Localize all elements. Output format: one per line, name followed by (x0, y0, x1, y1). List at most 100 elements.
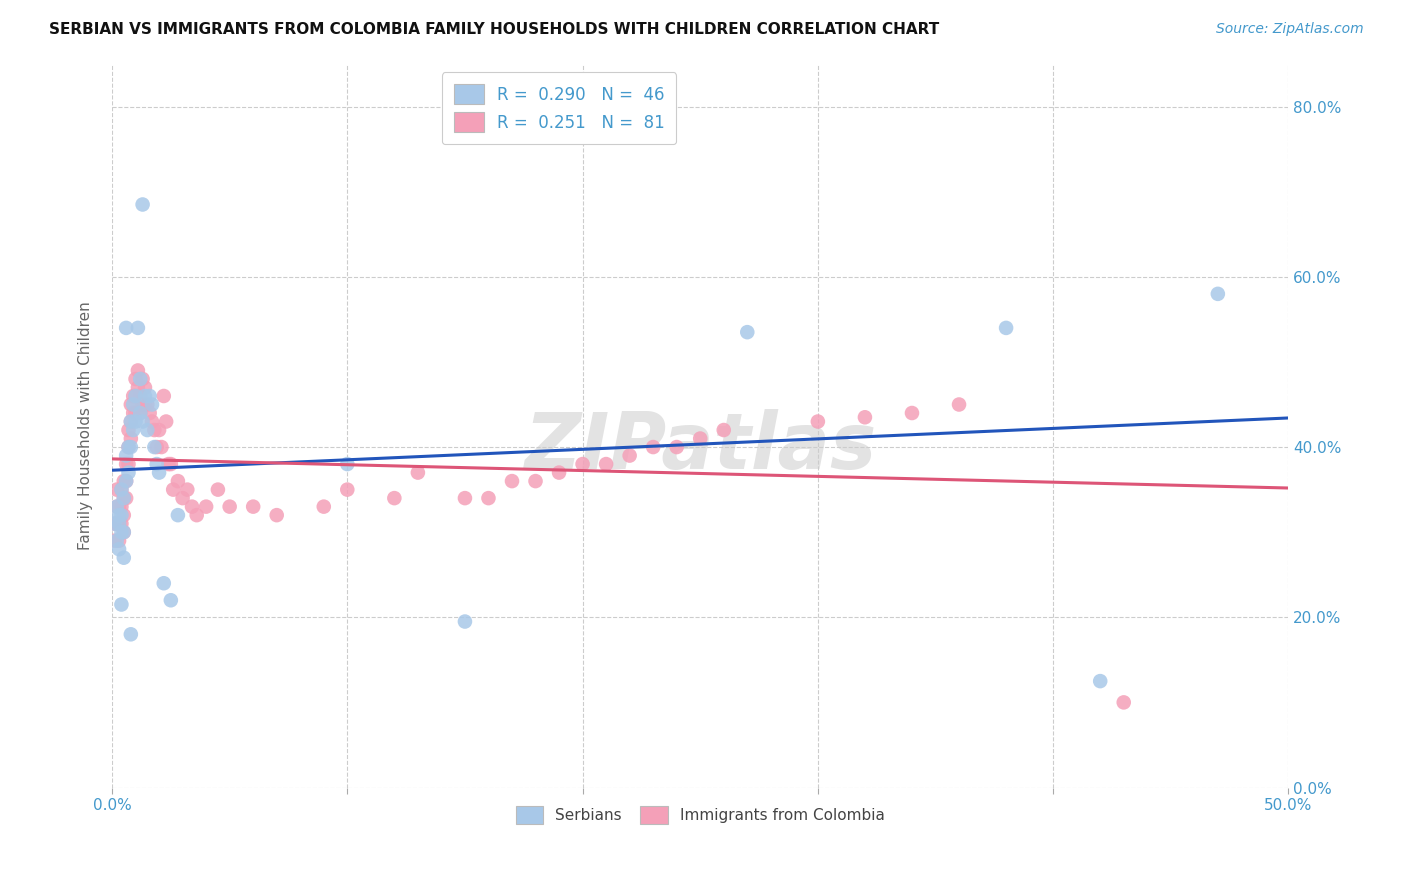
Point (127, 380, 149, 394)
Point (124, 406, 146, 420)
Point (157, 457, 180, 471)
Point (336, 483, 359, 497)
Point (110, 508, 132, 523)
Y-axis label: Family Households with Children: Family Households with Children (79, 301, 93, 550)
Point (1090, 674, 1112, 689)
Point (548, 466, 571, 480)
Point (152, 576, 174, 591)
Point (105, 483, 128, 497)
Point (131, 197, 153, 211)
Point (136, 423, 159, 437)
Point (138, 389, 160, 403)
Point (689, 432, 711, 446)
Point (242, 500, 264, 514)
Point (141, 415, 163, 429)
Point (134, 397, 156, 411)
Point (172, 491, 194, 505)
Point (117, 466, 139, 480)
Point (901, 406, 924, 420)
Point (112, 474, 135, 488)
Point (117, 457, 139, 471)
Point (131, 397, 153, 411)
Point (948, 397, 970, 411)
Point (454, 615, 477, 629)
Legend: Serbians, Immigrants from Colombia: Serbians, Immigrants from Colombia (509, 799, 891, 830)
Point (312, 500, 335, 514)
Point (103, 533, 125, 548)
Point (115, 474, 138, 488)
Point (501, 474, 523, 488)
Point (110, 483, 132, 497)
Point (115, 457, 138, 471)
Point (134, 389, 156, 403)
Point (136, 397, 159, 411)
Text: ZIPatlas: ZIPatlas (524, 409, 876, 485)
Point (122, 423, 145, 437)
Point (112, 525, 135, 540)
Point (127, 363, 149, 377)
Point (112, 550, 135, 565)
Point (105, 516, 128, 531)
Point (619, 449, 641, 463)
Point (735, 325, 758, 339)
Point (120, 440, 142, 454)
Point (145, 457, 167, 471)
Point (134, 380, 156, 394)
Point (108, 508, 131, 523)
Point (524, 474, 547, 488)
Point (148, 423, 170, 437)
Point (143, 440, 166, 454)
Point (117, 423, 139, 437)
Point (162, 483, 184, 497)
Point (120, 397, 142, 411)
Point (571, 457, 593, 471)
Text: SERBIAN VS IMMIGRANTS FROM COLOMBIA FAMILY HOUSEHOLDS WITH CHILDREN CORRELATION : SERBIAN VS IMMIGRANTS FROM COLOMBIA FAMI… (49, 22, 939, 37)
Point (218, 500, 240, 514)
Point (266, 508, 288, 523)
Point (595, 457, 617, 471)
Point (336, 457, 359, 471)
Point (120, 627, 142, 641)
Point (807, 415, 830, 429)
Point (129, 389, 152, 403)
Point (105, 533, 128, 548)
Point (1112, 695, 1135, 709)
Point (115, 449, 138, 463)
Point (186, 508, 208, 523)
Point (120, 432, 142, 446)
Point (115, 321, 138, 335)
Point (1206, 286, 1229, 301)
Point (124, 415, 146, 429)
Point (115, 474, 138, 488)
Point (124, 372, 146, 386)
Point (406, 466, 429, 480)
Point (152, 389, 174, 403)
Point (117, 440, 139, 454)
Point (105, 500, 128, 514)
Point (122, 389, 145, 403)
Point (124, 389, 146, 403)
Point (129, 406, 152, 420)
Point (127, 321, 149, 335)
Point (129, 406, 152, 420)
Point (477, 491, 499, 505)
Point (124, 389, 146, 403)
Point (176, 483, 198, 497)
Point (122, 406, 145, 420)
Point (167, 474, 190, 488)
Point (112, 491, 135, 505)
Point (382, 491, 405, 505)
Point (120, 415, 142, 429)
Point (103, 516, 125, 531)
Point (155, 415, 177, 429)
Point (108, 516, 131, 531)
Point (665, 440, 688, 454)
Point (145, 440, 167, 454)
Point (117, 440, 139, 454)
Point (160, 457, 183, 471)
Point (110, 516, 132, 531)
Point (454, 491, 477, 505)
Point (112, 491, 135, 505)
Point (143, 423, 166, 437)
Point (108, 542, 131, 557)
